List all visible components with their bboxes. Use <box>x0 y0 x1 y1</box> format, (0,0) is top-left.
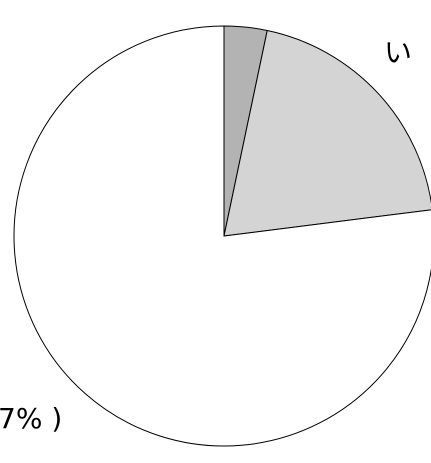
slice-label-2: い <box>384 36 412 69</box>
pie-slice-2 <box>223 29 431 237</box>
slice-label-3: 7% ) <box>0 402 62 435</box>
pie-labels: い 7% ) <box>0 36 412 435</box>
pie-slices <box>13 25 431 447</box>
pie-slice-3 <box>13 25 431 447</box>
